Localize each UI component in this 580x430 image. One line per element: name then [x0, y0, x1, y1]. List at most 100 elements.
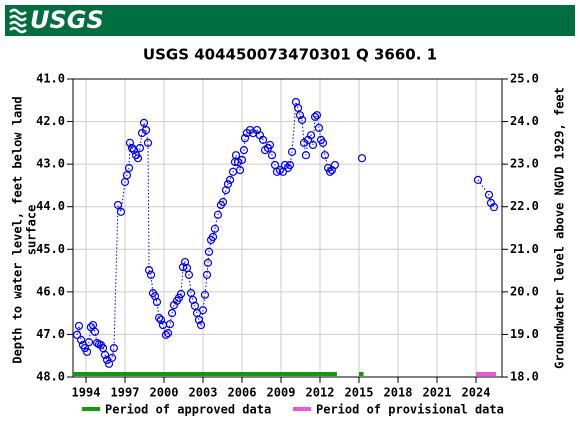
data-point [218, 197, 228, 207]
data-point [208, 232, 218, 242]
y2-tick-label: 20.0 [510, 284, 539, 298]
period-bar [359, 372, 364, 376]
x-tick-label: 2024 [462, 386, 491, 400]
data-point [301, 151, 311, 160]
data-point [102, 355, 112, 365]
data-point [90, 327, 100, 336]
legend-label: Period of approved data [105, 403, 271, 417]
legend-label: Period of provisional data [316, 403, 504, 417]
data-point [74, 321, 84, 331]
data-point [194, 315, 204, 325]
data-point [84, 337, 94, 347]
data-point [202, 270, 212, 279]
y-tick-label: 45.0 [36, 242, 65, 256]
x-tick-label: 2018 [384, 386, 413, 400]
y2-tick-label: 22.0 [510, 199, 539, 213]
y2-tick-label: 24.0 [510, 114, 539, 128]
period-bar [73, 372, 337, 376]
data-point [198, 306, 208, 315]
data-point [133, 154, 143, 163]
data-point [223, 180, 233, 189]
data-point [154, 313, 164, 322]
data-point [82, 347, 92, 356]
x-tick-label: 1994 [72, 386, 101, 400]
data-point [213, 210, 223, 219]
data-point [297, 115, 307, 124]
y-tick-label: 44.0 [36, 199, 65, 213]
data-point [178, 263, 188, 272]
data-point [92, 338, 102, 348]
data-point [141, 125, 151, 135]
data-point [295, 111, 305, 120]
y2-tick-label: 19.0 [510, 327, 539, 341]
data-point [233, 157, 243, 167]
data-point [325, 167, 335, 176]
chart-title: USGS 404450073470301 Q 3660. 1 [143, 46, 437, 64]
data-point [265, 140, 275, 150]
data-point [287, 147, 297, 156]
data-point [139, 118, 149, 127]
y2-tick-label: 18.0 [510, 370, 539, 384]
data-point [135, 143, 145, 153]
data-point [204, 247, 214, 256]
data-point [143, 138, 153, 147]
data-point [125, 138, 135, 147]
header-bar [5, 5, 575, 36]
data-point [473, 175, 483, 184]
data-point [314, 123, 324, 133]
data-point [176, 289, 186, 299]
data-point [122, 171, 132, 180]
data-point [357, 154, 367, 163]
data-point [76, 335, 86, 345]
data-point [237, 155, 247, 164]
data-point [167, 309, 177, 318]
data-point [163, 329, 173, 338]
data-point [146, 270, 156, 279]
data-point [200, 290, 210, 299]
y-axis-label: Depth to water level, feet below land [11, 96, 25, 363]
data-point [240, 134, 250, 143]
logo-icon [9, 8, 27, 34]
x-tick-label: 2015 [345, 386, 374, 400]
data-point [144, 266, 154, 275]
data-point [235, 166, 245, 175]
y-tick-label: 48.0 [36, 370, 65, 384]
y-tick-label: 46.0 [36, 284, 65, 298]
data-point [484, 190, 494, 199]
y-axis-label: surface [25, 205, 39, 256]
data-point [124, 163, 134, 173]
data-point [203, 258, 213, 268]
logo-text: USGS [30, 6, 104, 34]
data-point [306, 131, 316, 140]
data-point [127, 143, 137, 153]
y2-axis-label: Groundwater level above NGVD 1929, feet [553, 87, 567, 369]
data-point [330, 160, 340, 170]
data-point [161, 330, 171, 339]
data-point [184, 270, 194, 279]
data-point [86, 323, 96, 332]
period-bar [476, 372, 497, 376]
trend-line [76, 101, 336, 365]
data-point [186, 289, 196, 298]
data-point [225, 175, 235, 184]
x-tick-label: 2000 [150, 386, 179, 400]
y2-tick-label: 21.0 [510, 242, 539, 256]
data-point [152, 297, 162, 307]
x-tick-label: 2009 [267, 386, 296, 400]
data-point [190, 301, 200, 311]
data-point [156, 315, 166, 325]
data-point [116, 207, 126, 216]
y-tick-label: 43.0 [36, 157, 65, 171]
data-point [285, 160, 295, 170]
data-point [72, 330, 82, 339]
data-point [293, 103, 303, 113]
data-point [489, 203, 499, 212]
y-tick-label: 41.0 [36, 72, 65, 86]
data-point [308, 140, 318, 150]
data-point [320, 151, 330, 160]
data-point [312, 111, 322, 120]
data-point [318, 138, 328, 147]
x-tick-label: 1997 [111, 386, 140, 400]
data-point [100, 350, 110, 359]
